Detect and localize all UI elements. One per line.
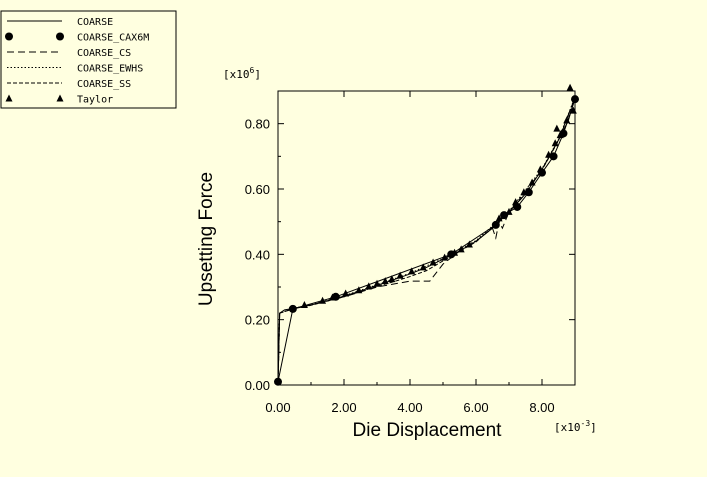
legend-marker	[56, 32, 64, 41]
data-point	[457, 245, 465, 253]
legend-label: COARSE_EWHS	[77, 64, 143, 75]
legend-label: COARSE_SS	[77, 79, 131, 90]
plot-border	[277, 90, 576, 386]
data-point	[569, 106, 577, 114]
legend-label: COARSE	[77, 17, 113, 28]
data-point	[563, 116, 571, 124]
data-point	[512, 198, 520, 206]
series-line	[277, 97, 576, 386]
data-point	[551, 139, 559, 147]
data-point	[528, 178, 536, 186]
data-point	[545, 150, 553, 158]
y-axis-title: Upsetting Force	[196, 172, 217, 306]
legend-label: Taylor	[77, 95, 113, 106]
series-line	[277, 96, 576, 386]
y-axis-multiplier: [x106]	[223, 66, 261, 81]
data-point	[553, 124, 561, 132]
x-tick-label: 6.00	[463, 400, 488, 415]
data-point	[451, 248, 459, 256]
data-point	[388, 275, 396, 283]
x-tick-label: 8.00	[529, 400, 554, 415]
data-point	[355, 286, 363, 294]
series-coarse	[277, 97, 576, 386]
data-point	[465, 240, 473, 248]
series-line	[277, 99, 576, 382]
series-coarse-ewhs	[277, 96, 576, 386]
data-point	[556, 131, 564, 139]
data-point	[328, 293, 336, 301]
x-tick-label: 2.00	[331, 400, 356, 415]
series-coarse-ss	[277, 98, 576, 386]
series-line	[277, 97, 576, 386]
data-point	[408, 267, 416, 275]
y-tick-label: 0.20	[245, 313, 270, 328]
data-point	[536, 165, 544, 173]
legend-item: COARSE_EWHS	[7, 64, 143, 75]
y-tick-label: 0.60	[245, 182, 270, 197]
data-point	[549, 152, 558, 161]
plot-frame	[277, 90, 576, 386]
data-point	[419, 263, 427, 271]
y-tick-label: 0.00	[245, 378, 270, 393]
y-tick-label: 0.40	[245, 247, 270, 262]
data-point	[342, 289, 350, 297]
data-point	[495, 214, 503, 222]
x-tick-label: 4.00	[397, 400, 422, 415]
data-point	[381, 277, 389, 285]
series-coarse-cax6m	[274, 95, 579, 386]
legend-marker	[5, 94, 13, 102]
x-tick-label: 0.00	[265, 400, 290, 415]
legend-label: COARSE_CS	[77, 48, 131, 59]
legend-border	[0, 10, 177, 109]
series-layer	[274, 83, 579, 386]
legend-marker	[5, 32, 13, 41]
series-coarse-cs	[277, 97, 576, 386]
data-point	[396, 271, 404, 279]
legend-item: COARSE_CAX6M	[5, 32, 149, 44]
legend-item: Taylor	[5, 94, 113, 106]
y-tick-label: 0.80	[245, 117, 270, 132]
legend-item: COARSE_SS	[7, 79, 131, 90]
data-point	[520, 188, 528, 196]
series-taylor	[300, 106, 577, 308]
legend-label: COARSE_CAX6M	[77, 33, 149, 44]
data-point	[365, 282, 373, 290]
x-axis-title: Die Displacement	[353, 420, 503, 441]
data-point	[319, 296, 327, 304]
legend: COARSE COARSE_CAX6M COARSE_CS COARSE_EWHS CO…	[0, 10, 177, 109]
data-point	[441, 253, 449, 261]
data-point	[566, 83, 574, 91]
series-line	[277, 98, 576, 386]
legend-marker	[56, 94, 64, 102]
legend-item: COARSE	[7, 17, 113, 28]
data-point	[300, 300, 308, 308]
data-point	[373, 279, 381, 287]
x-axis-multiplier: [x10-3]	[554, 419, 597, 434]
data-point	[505, 207, 513, 215]
data-point	[429, 258, 437, 266]
legend-item: COARSE_CS	[7, 48, 131, 59]
